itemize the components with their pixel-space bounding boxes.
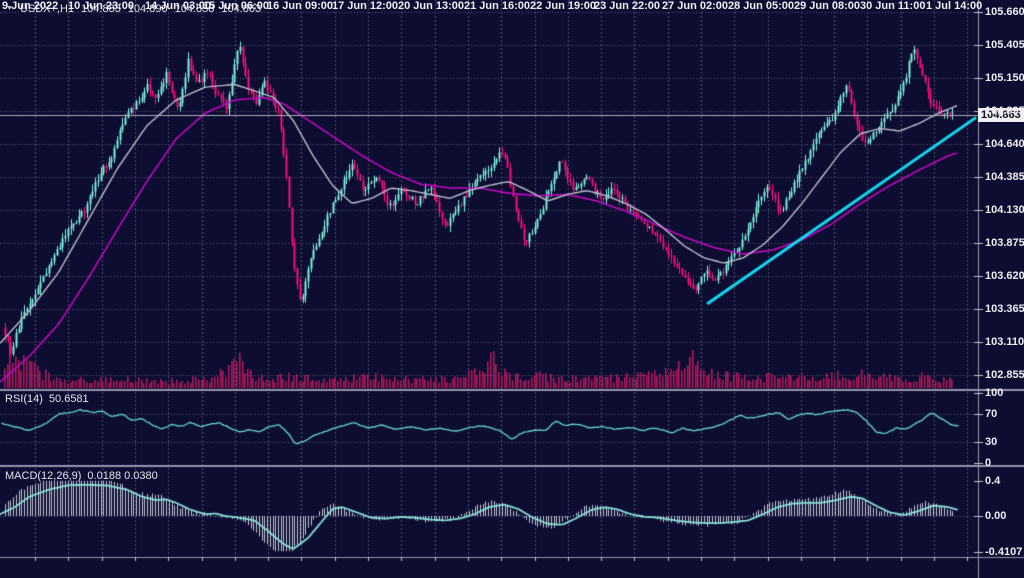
time-axis-label: 14 Jun 03:00: [145, 0, 212, 12]
rsi-indicator-value: 50.6581: [48, 393, 89, 405]
price-axis-label: 103.365: [985, 303, 1024, 315]
rsi-axis-label: 100: [985, 387, 1004, 399]
macd-panel-label: MACD(12,26,9) 0.0188 0.0380: [5, 470, 158, 482]
symbol-dropdown-icon[interactable]: ▼: [6, 5, 13, 12]
price-axis-label: 102.855: [985, 369, 1024, 381]
rsi-panel-label: RSI(14) 50.6581: [5, 393, 89, 405]
price-axis-label: 104.895: [985, 105, 1024, 117]
time-axis-label: 22 Jun 19:00: [530, 0, 597, 12]
price-axis-label: 104.640: [985, 138, 1024, 150]
price-axis-label: 103.875: [985, 237, 1024, 249]
time-axis-label: 28 Jun 05:00: [728, 0, 795, 12]
rsi-axis-label: 30: [985, 436, 998, 448]
rsi-axis-label: 70: [985, 408, 998, 420]
price-axis-label: 105.405: [985, 39, 1024, 51]
ohlc-low: 104.858: [174, 3, 215, 15]
time-axis-label: 9 Jun 2022: [2, 0, 59, 12]
time-axis-label: 20 Jun 13:00: [398, 0, 465, 12]
macd-indicator-values: 0.0188 0.0380: [87, 470, 158, 482]
time-axis-label: 29 Jun 08:00: [794, 0, 861, 12]
time-axis-label: 27 Jun 02:00: [662, 0, 729, 12]
macd-indicator-name: MACD(12,26,9): [5, 470, 82, 482]
time-axis-label: 30 Jun 11:00: [860, 0, 926, 12]
macd-axis-label: 0.00: [985, 510, 1007, 522]
price-axis-label: 103.110: [985, 336, 1024, 348]
current-price-tag: 104.863: [978, 108, 1024, 122]
time-axis-label: 17 Jun 12:00: [332, 0, 399, 12]
time-axis-label: 1 Jul 14:00: [926, 0, 983, 12]
time-axis-label: 16 Jun 09:00: [267, 0, 334, 12]
price-axis-label: 105.660: [985, 6, 1024, 18]
symbol-name: USDX+,H1: [19, 3, 75, 15]
price-axis-label: 103.620: [985, 270, 1024, 282]
price-axis-label: 104.130: [985, 204, 1024, 216]
time-axis-label: 15 Jun 06:00: [203, 0, 270, 12]
time-axis-label: 10 Jun 23:00: [68, 0, 135, 12]
rsi-indicator-name: RSI(14): [5, 393, 43, 405]
ohlc-high: 104.890: [127, 3, 168, 15]
price-axis-label: 104.385: [985, 171, 1024, 183]
symbol-info: ▼ USDX+,H1 104.883 104.890 104.858 104.8…: [6, 3, 261, 15]
time-axis-label: 23 Jun 22:00: [594, 0, 661, 12]
price-axis-label: 105.150: [985, 72, 1024, 84]
time-axis-label: 21 Jun 16:00: [464, 0, 531, 12]
ohlc-close: 104.863: [221, 3, 262, 15]
rsi-axis-label: 0: [985, 457, 992, 469]
ohlc-open: 104.883: [81, 3, 121, 15]
macd-axis-label: -0.4107: [985, 546, 1023, 558]
macd-axis-label: 0.4: [985, 475, 1001, 487]
